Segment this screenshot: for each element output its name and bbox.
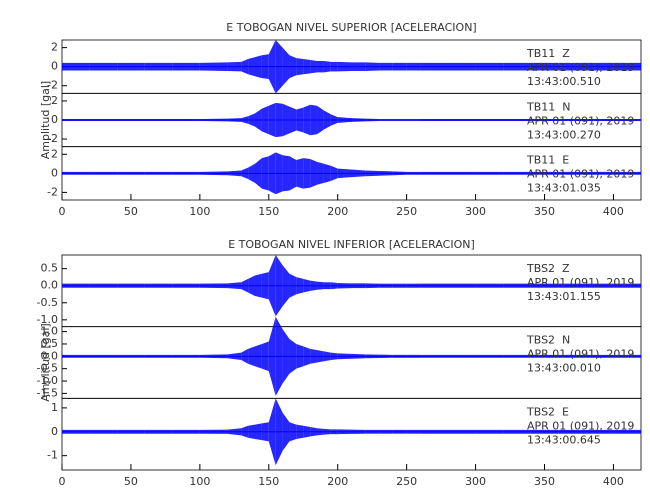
y-axis-label: Amplitud [gal]	[39, 81, 52, 159]
x-tick-label: 250	[396, 475, 417, 488]
panel-frame	[61, 397, 642, 471]
x-tick-label: 0	[59, 475, 66, 488]
station-time: 13:43:00.645	[527, 433, 601, 446]
station-name: TB11 Z	[526, 47, 570, 60]
y-tick-label: 1.0	[41, 325, 59, 338]
y-tick-label: 2	[51, 94, 58, 107]
x-tick-label: 250	[396, 205, 417, 218]
y-tick-label: -2	[47, 185, 58, 198]
x-tick-label: 400	[603, 475, 624, 488]
x-tick-label: 200	[327, 475, 348, 488]
y-tick-label: 1	[51, 401, 58, 414]
y-tick-label: 0	[51, 166, 58, 179]
station-name: TBS2 Z	[526, 262, 570, 275]
x-tick-label: 400	[603, 205, 624, 218]
y-tick-label: -0.5	[37, 362, 58, 375]
y-tick-label: -0.5	[37, 296, 58, 309]
station-time: 13:43:00.510	[527, 75, 601, 88]
y-tick-label: -2	[47, 132, 58, 145]
y-tick-label: 0.5	[41, 337, 59, 350]
station-date: APR 01 (091), 2019	[527, 61, 634, 74]
chart-title: E TOBOGAN NIVEL INFERIOR [ACELERACION]	[228, 238, 475, 251]
x-tick-label: 350	[534, 205, 555, 218]
y-tick-label: -1.5	[37, 386, 58, 399]
x-tick-label: 0	[59, 205, 66, 218]
y-tick-label: 0.0	[41, 279, 59, 292]
station-time: 13:43:00.270	[527, 128, 601, 141]
station-time: 13:43:01.035	[527, 182, 601, 195]
y-tick-label: -1.0	[37, 313, 58, 326]
y-tick-label: -1	[47, 449, 58, 462]
station-date: APR 01 (091), 2019	[527, 276, 634, 289]
x-tick-label: 300	[465, 205, 486, 218]
x-tick-label: 200	[327, 205, 348, 218]
station-date: APR 01 (091), 2019	[527, 419, 634, 432]
y-tick-label: 0	[51, 113, 58, 126]
y-tick-label: 0	[51, 60, 58, 73]
station-date: APR 01 (091), 2019	[527, 348, 634, 361]
station-time: 13:43:01.155	[527, 290, 601, 303]
x-tick-label: 150	[258, 205, 279, 218]
y-axis-label: Amplitud [gal]	[39, 323, 52, 401]
y-tick-label: -2	[47, 79, 58, 92]
station-time: 13:43:00.010	[527, 362, 601, 375]
y-tick-label: 0	[51, 425, 58, 438]
x-tick-label: 150	[258, 475, 279, 488]
station-name: TB11 E	[526, 154, 569, 167]
station-name: TBS2 N	[526, 334, 570, 347]
x-tick-label: 350	[534, 475, 555, 488]
x-tick-label: 50	[124, 475, 138, 488]
station-name: TBS2 E	[526, 405, 569, 418]
chart-title: E TOBOGAN NIVEL SUPERIOR [ACELERACION]	[226, 21, 476, 34]
station-name: TB11 N	[526, 100, 570, 113]
x-tick-label: 100	[189, 475, 210, 488]
x-tick-label: 50	[124, 205, 138, 218]
x-tick-label: 100	[189, 205, 210, 218]
y-tick-label: -1.0	[37, 374, 58, 387]
x-tick-label: 300	[465, 475, 486, 488]
y-tick-label: 2	[51, 147, 58, 160]
station-date: APR 01 (091), 2019	[527, 114, 634, 127]
y-tick-label: 0.0	[41, 349, 59, 362]
y-tick-label: 2	[51, 41, 58, 54]
station-date: APR 01 (091), 2019	[527, 168, 634, 181]
y-tick-label: 0.5	[41, 262, 59, 275]
